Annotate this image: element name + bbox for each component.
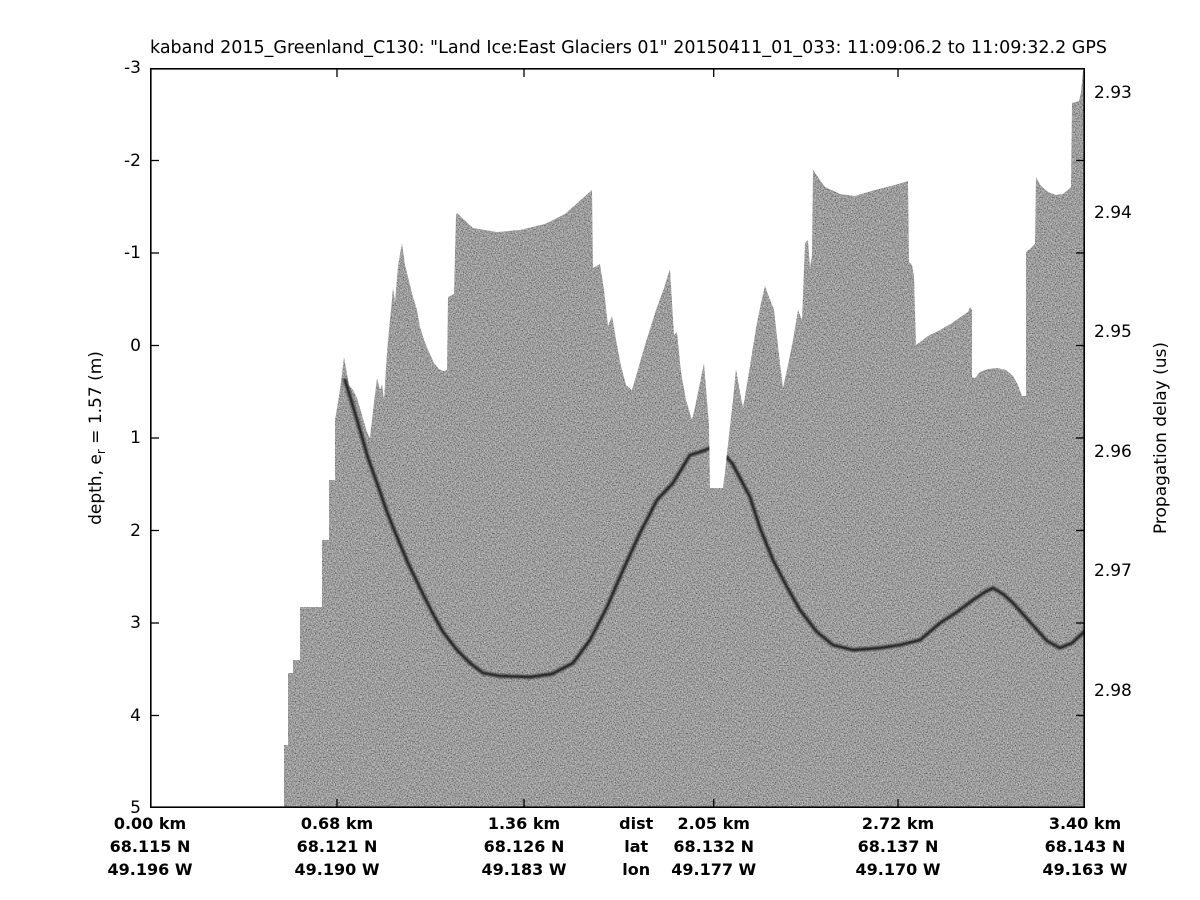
left-tick-label: -3 bbox=[124, 58, 141, 78]
dist-label: 0.00 km bbox=[113, 814, 187, 833]
figure-title: kaband 2015_Greenland_C130: "Land Ice:Ea… bbox=[150, 38, 1108, 58]
dist-label: 3.40 km bbox=[1048, 814, 1122, 833]
lat-label: 68.143 N bbox=[1044, 837, 1126, 856]
right-tick-label: 2.96 bbox=[1094, 441, 1132, 462]
lat-label: 68.137 N bbox=[857, 837, 939, 856]
left-tick-label: 2 bbox=[130, 520, 141, 541]
plot-box-border bbox=[150, 68, 1085, 808]
left-axis-label-prefix: depth, e bbox=[85, 454, 106, 525]
dist-label: 1.36 km bbox=[487, 814, 561, 833]
lat-label: 68.121 N bbox=[296, 837, 378, 856]
left-tick-label: 4 bbox=[130, 705, 141, 726]
lon-label: 49.190 W bbox=[294, 860, 380, 879]
x-axis-column: 2.05 km 68.132 N 49.177 W bbox=[671, 812, 756, 881]
dist-label: 0.68 km bbox=[300, 814, 374, 833]
x-axis-column: 0.00 km 68.115 N 49.196 W bbox=[108, 812, 193, 881]
lon-label: 49.177 W bbox=[671, 860, 757, 879]
dist-label: 2.05 km bbox=[677, 814, 750, 833]
lat-label: lat bbox=[624, 837, 649, 856]
x-axis-column: 0.68 km 68.121 N 49.190 W bbox=[295, 812, 380, 881]
right-tick-label: 2.95 bbox=[1094, 322, 1132, 343]
x-axis-column: 1.36 km 68.126 N 49.183 W bbox=[482, 812, 567, 881]
echogram-canvas bbox=[150, 68, 1085, 808]
lon-label: 49.170 W bbox=[855, 860, 941, 879]
lon-label: 49.163 W bbox=[1042, 860, 1128, 879]
lon-label: lon bbox=[622, 860, 651, 879]
x-axis-row-headers: dist lat lon bbox=[619, 812, 653, 881]
left-tick-label: 3 bbox=[130, 613, 141, 633]
left-tick-label: 1 bbox=[130, 428, 141, 448]
lat-label: 68.132 N bbox=[673, 837, 755, 856]
right-axis-label: Propagation delay (us) bbox=[1151, 341, 1171, 535]
echogram-data-region bbox=[284, 70, 1085, 808]
x-axis-column: 3.40 km 68.143 N 49.163 W bbox=[1043, 812, 1128, 881]
left-tick-label: -2 bbox=[124, 150, 141, 171]
lat-label: 68.126 N bbox=[483, 837, 565, 856]
right-tick-label: 2.94 bbox=[1094, 202, 1132, 223]
right-tick-label: 2.93 bbox=[1094, 83, 1132, 104]
x-axis-column: 2.72 km 68.137 N 49.170 W bbox=[856, 812, 941, 881]
right-tick-label: 2.98 bbox=[1094, 680, 1132, 701]
dist-label: dist bbox=[619, 814, 654, 833]
left-axis-label-subscript: r bbox=[94, 449, 109, 455]
right-tick-label: 2.97 bbox=[1094, 561, 1132, 582]
left-tick-label: 0 bbox=[130, 335, 141, 356]
lon-label: 49.183 W bbox=[481, 860, 567, 879]
plot-area bbox=[150, 68, 1085, 808]
dist-label: 2.72 km bbox=[861, 814, 935, 833]
left-tick-label: 5 bbox=[130, 798, 141, 818]
lat-label: 68.115 N bbox=[109, 837, 191, 856]
left-tick-label: -1 bbox=[124, 243, 141, 263]
lon-label: 49.196 W bbox=[107, 860, 193, 879]
